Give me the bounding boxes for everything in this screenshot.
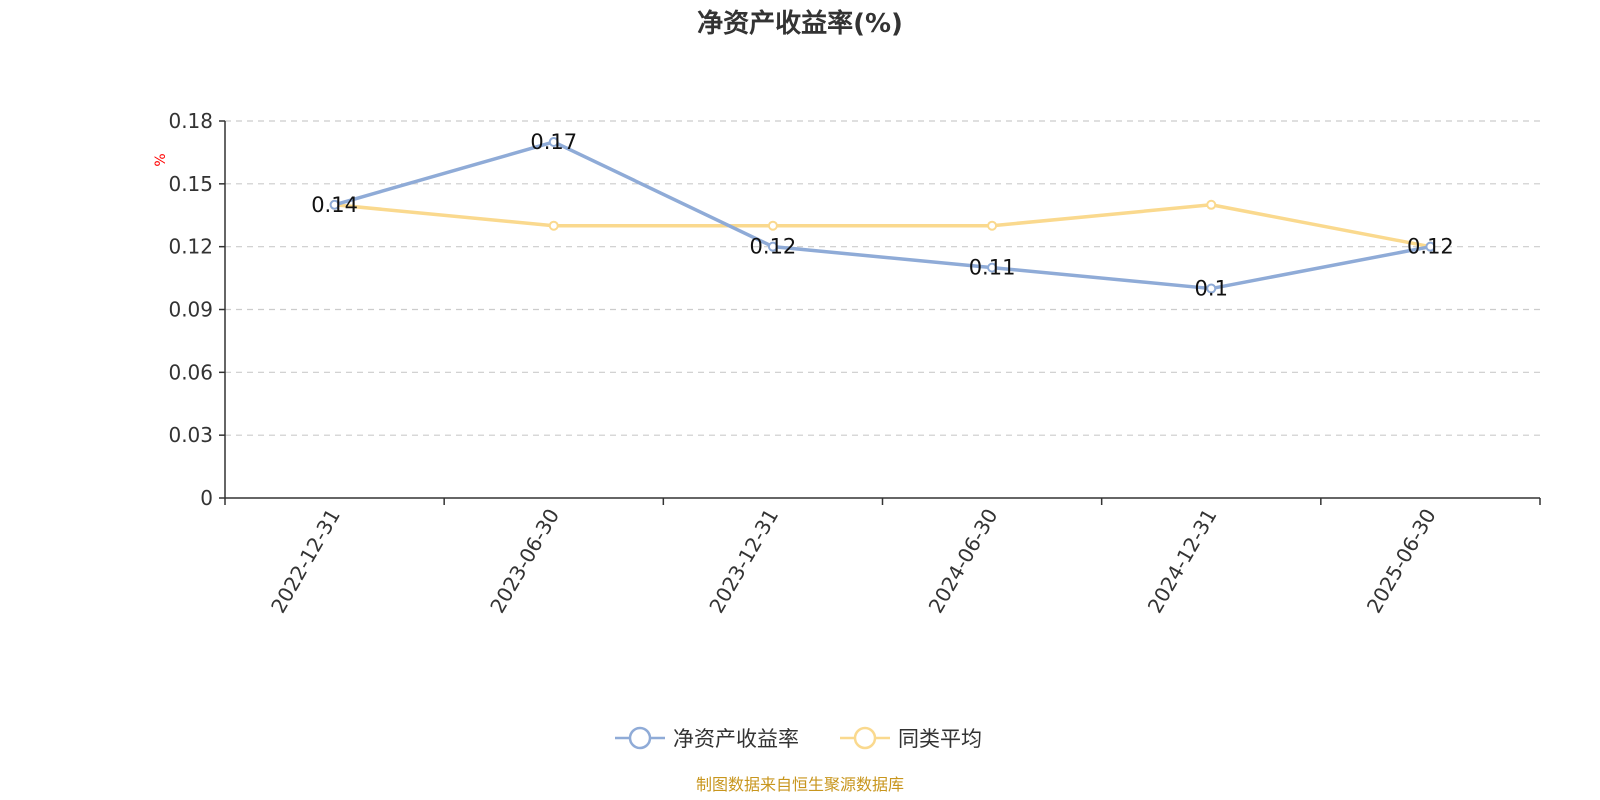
series-line <box>332 140 1433 291</box>
grid <box>225 120 1540 436</box>
data-label: 0.17 <box>530 130 577 154</box>
x-tick-label: 2025-06-30 <box>1362 505 1441 618</box>
data-label: 0.1 <box>1195 277 1228 301</box>
y-axis-unit: % <box>153 153 169 166</box>
x-tick-label: 2023-06-30 <box>485 505 564 618</box>
x-tick-label: 2023-12-31 <box>704 505 783 618</box>
series-point <box>987 220 998 231</box>
series-point <box>329 199 340 210</box>
series-point <box>767 220 778 231</box>
y-tick-label: 0.06 <box>168 360 213 384</box>
legend[interactable]: 净资产收益率 同类平均 <box>615 726 982 751</box>
data-label: 0.12 <box>1407 235 1454 259</box>
legend-marker-1 <box>628 726 652 750</box>
series-point <box>1425 241 1436 252</box>
source-note: 制图数据来自恒生聚源数据库 <box>696 775 904 794</box>
series-point <box>548 136 559 147</box>
y-tick-label: 0 <box>200 486 213 510</box>
series-point <box>1206 283 1217 294</box>
legend-marker-2 <box>853 726 877 750</box>
axes: 0 0.03 0.06 0.09 0.12 0.15 0.18 2022-12-31 2023-… <box>168 109 1541 618</box>
x-tick-label: 2024-12-31 <box>1143 505 1222 618</box>
series-line <box>332 203 1433 249</box>
y-tick-label: 0.18 <box>168 109 213 133</box>
data-label: 0.14 <box>311 193 358 217</box>
data-label: 0.11 <box>969 256 1016 280</box>
series <box>329 136 1436 294</box>
legend-label-1: 净资产收益率 <box>673 727 799 751</box>
series-point <box>987 262 998 273</box>
data-labels: 0.14 0.17 0.12 0.11 0.1 0.12 <box>311 130 1454 301</box>
chart-title: 净资产收益率(%) <box>697 8 903 39</box>
series-point <box>767 241 778 252</box>
legend-label-2: 同类平均 <box>898 727 982 751</box>
y-tick-label: 0.03 <box>168 423 213 447</box>
data-label: 0.12 <box>750 235 797 259</box>
y-tick-label: 0.09 <box>168 298 213 322</box>
y-tick-label: 0.12 <box>168 235 213 259</box>
x-tick-label: 2022-12-31 <box>266 505 345 618</box>
series-point <box>1206 199 1217 210</box>
series-point <box>548 220 559 231</box>
x-tick-label: 2024-06-30 <box>924 504 1003 617</box>
y-tick-label: 0.15 <box>168 172 213 196</box>
